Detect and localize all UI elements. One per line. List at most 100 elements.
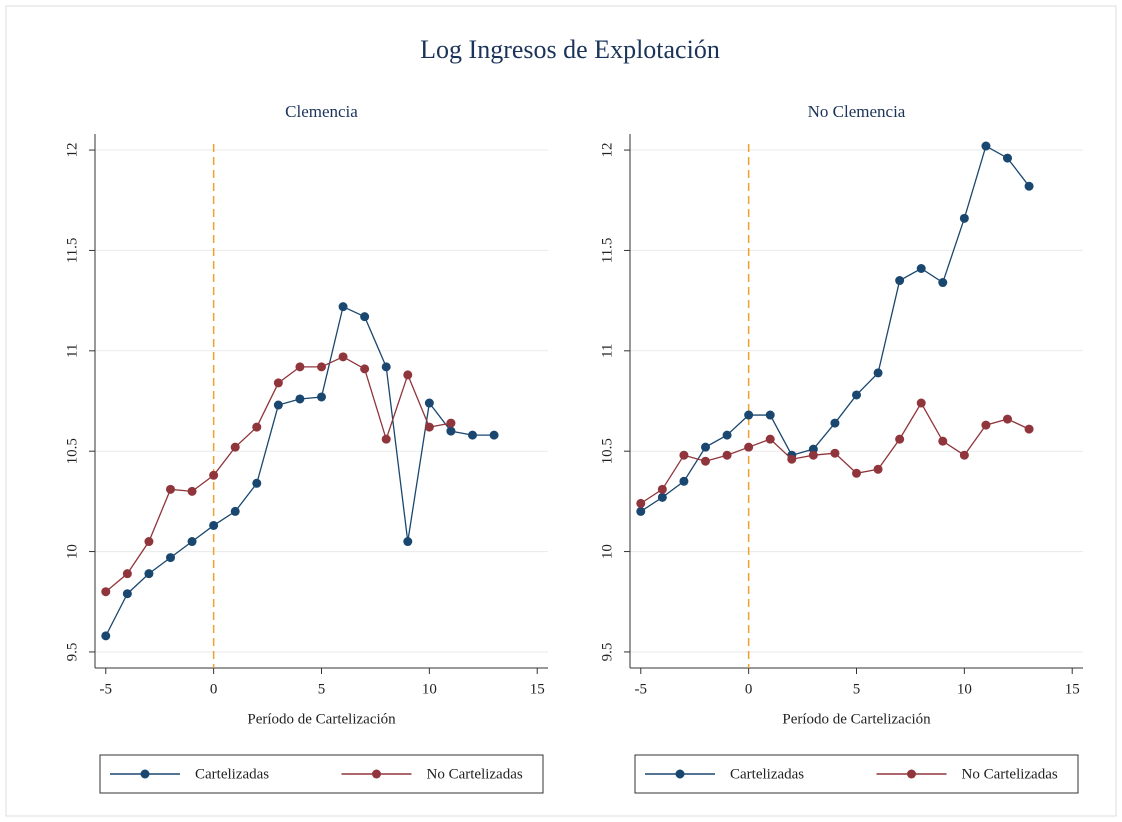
- point: [679, 450, 689, 460]
- point: [273, 400, 283, 410]
- x-tick-label: 5: [318, 681, 326, 697]
- legend-marker: [907, 769, 916, 779]
- point: [873, 368, 883, 378]
- frame: [5, 5, 1117, 817]
- point: [144, 537, 154, 547]
- point: [209, 520, 219, 530]
- y-tick-label: 11.5: [64, 238, 80, 264]
- x-tick-label: 10: [957, 681, 972, 697]
- point: [895, 276, 905, 286]
- y-tick-label: 11.5: [599, 238, 615, 264]
- y-tick-label: 10: [599, 544, 615, 559]
- x-axis-label: Período de Cartelización: [247, 711, 396, 727]
- point: [830, 448, 840, 458]
- point: [701, 442, 710, 452]
- point: [808, 450, 818, 460]
- point: [489, 430, 499, 440]
- point: [787, 454, 797, 464]
- x-tick-label: 0: [210, 681, 218, 697]
- y-tick-label: 9.5: [599, 643, 615, 662]
- y-tick-label: 11: [599, 344, 615, 358]
- point: [636, 506, 646, 516]
- point: [744, 442, 754, 452]
- y-tick-label: 12: [64, 143, 80, 158]
- point: [187, 537, 197, 547]
- point: [873, 464, 883, 474]
- panel-title: No Clemencia: [808, 102, 906, 121]
- point: [252, 478, 262, 488]
- point: [852, 468, 861, 478]
- point: [1003, 414, 1012, 424]
- point: [981, 420, 991, 430]
- point: [938, 278, 948, 288]
- point: [446, 418, 456, 428]
- point: [1024, 181, 1034, 191]
- y-tick-label: 10.5: [64, 438, 80, 464]
- point: [916, 264, 926, 274]
- point: [916, 398, 926, 408]
- point: [295, 394, 305, 404]
- point: [230, 442, 240, 452]
- point: [101, 631, 111, 641]
- point: [1024, 424, 1034, 434]
- point: [338, 302, 348, 312]
- point: [101, 587, 111, 597]
- legend-marker: [140, 769, 150, 779]
- point: [360, 364, 370, 374]
- point: [360, 312, 370, 322]
- y-tick-label: 10.5: [599, 438, 615, 464]
- panel-title: Clemencia: [285, 102, 358, 121]
- point: [765, 410, 775, 420]
- x-tick-label: 15: [530, 681, 545, 697]
- point: [765, 434, 775, 444]
- point: [187, 486, 197, 496]
- point: [830, 418, 840, 428]
- point: [403, 537, 413, 547]
- x-tick-label: 10: [422, 681, 437, 697]
- point: [209, 470, 219, 480]
- point: [679, 476, 689, 486]
- point: [317, 392, 326, 402]
- legend-label: No Cartelizadas: [427, 766, 523, 782]
- x-tick-label: -5: [635, 681, 648, 697]
- x-axis-label: Período de Cartelización: [782, 711, 931, 727]
- x-tick-label: -5: [100, 681, 113, 697]
- chart-title: Log Ingresos de Explotación: [420, 35, 720, 64]
- point: [424, 398, 434, 408]
- point: [317, 362, 326, 372]
- point: [1003, 153, 1012, 163]
- point: [938, 436, 948, 446]
- point: [852, 390, 861, 400]
- point: [701, 456, 710, 466]
- point: [722, 450, 732, 460]
- point: [468, 430, 477, 440]
- point: [166, 484, 175, 494]
- point: [122, 569, 132, 579]
- point: [230, 506, 240, 516]
- point: [895, 434, 905, 444]
- x-tick-label: 5: [853, 681, 861, 697]
- legend-label: No Cartelizadas: [962, 766, 1058, 782]
- legend-label: Cartelizadas: [195, 766, 269, 782]
- point: [403, 370, 413, 380]
- legend-label: Cartelizadas: [730, 766, 804, 782]
- point: [657, 484, 667, 494]
- y-tick-label: 10: [64, 544, 80, 559]
- legend-marker: [372, 769, 381, 779]
- x-tick-label: 0: [745, 681, 753, 697]
- point: [446, 426, 456, 436]
- point: [424, 422, 434, 432]
- point: [252, 422, 262, 432]
- point: [981, 141, 991, 151]
- point: [122, 589, 132, 599]
- point: [166, 553, 175, 563]
- point: [273, 378, 283, 388]
- point: [959, 213, 969, 223]
- y-tick-label: 11: [64, 344, 80, 358]
- point: [144, 569, 154, 579]
- point: [295, 362, 305, 372]
- point: [744, 410, 754, 420]
- legend-marker: [675, 769, 685, 779]
